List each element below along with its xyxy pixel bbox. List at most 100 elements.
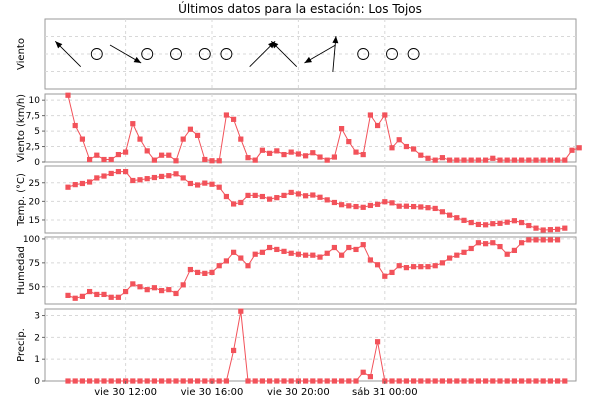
data-point — [526, 157, 532, 163]
data-point — [367, 257, 373, 263]
data-point — [468, 378, 474, 384]
data-point — [339, 126, 345, 132]
data-point — [166, 287, 172, 293]
data-point — [519, 157, 525, 163]
data-point — [144, 148, 150, 154]
data-point — [281, 378, 287, 384]
data-point — [439, 260, 445, 266]
data-point — [187, 180, 193, 187]
data-point — [317, 154, 323, 160]
data-point — [288, 149, 294, 155]
data-point — [425, 155, 431, 161]
y-axis-label: Humedad — [16, 246, 27, 295]
data-point — [151, 378, 157, 384]
data-point — [396, 378, 402, 384]
data-point — [540, 227, 546, 233]
data-point — [79, 293, 85, 299]
data-point — [461, 249, 467, 255]
data-point — [115, 168, 121, 175]
data-point — [317, 378, 323, 384]
data-point — [137, 378, 143, 384]
data-point — [425, 378, 431, 384]
data-point — [403, 143, 409, 150]
data-point — [166, 152, 172, 158]
x-tick-label: sáb 31 00:00 — [352, 386, 418, 398]
data-point — [187, 126, 193, 132]
data-point — [533, 157, 539, 163]
data-point — [216, 158, 222, 164]
data-point — [123, 168, 129, 175]
data-point — [324, 157, 330, 163]
data-point — [540, 237, 546, 243]
data-point — [281, 151, 287, 158]
data-point — [87, 156, 93, 163]
wind-calm-marker — [386, 48, 398, 60]
data-point — [180, 136, 186, 142]
y-tick-label: 3 — [34, 312, 40, 322]
wind-arrow — [332, 36, 339, 72]
wind-calm-marker — [198, 48, 211, 60]
data-point — [360, 151, 366, 158]
data-point — [353, 203, 359, 210]
wind-arrow — [304, 44, 336, 64]
data-point — [151, 285, 157, 291]
data-point — [310, 192, 316, 198]
data-point — [130, 378, 136, 384]
panel-temp: Temp. (°C) 15 20 25 — [16, 165, 577, 234]
data-point — [475, 157, 481, 163]
data-point — [101, 291, 107, 298]
data-point — [238, 308, 244, 314]
data-point — [173, 290, 179, 297]
data-point — [576, 145, 582, 151]
y-tick-label: 2 — [34, 333, 40, 343]
panel-frame — [44, 308, 577, 382]
data-point — [159, 173, 165, 180]
data-point — [79, 378, 85, 384]
data-point — [180, 175, 186, 181]
data-point — [144, 287, 150, 293]
wind-arrow — [109, 44, 142, 64]
data-point — [202, 156, 208, 163]
data-point — [65, 292, 71, 298]
data-point — [231, 201, 237, 207]
data-point — [267, 378, 273, 384]
data-point — [403, 265, 409, 271]
data-point — [108, 170, 114, 177]
data-point — [511, 247, 517, 253]
y-axis-label: Precip. — [16, 328, 27, 362]
data-point — [519, 378, 525, 384]
data-point — [123, 288, 129, 295]
data-point — [367, 374, 373, 380]
data-point — [180, 282, 186, 288]
data-point — [353, 149, 359, 155]
data-point — [202, 180, 208, 186]
data-point — [252, 157, 258, 163]
data-point — [367, 202, 373, 209]
data-point — [94, 175, 100, 181]
data-point — [411, 264, 417, 270]
data-point — [475, 221, 481, 228]
data-point — [159, 288, 165, 294]
y-tick-label: 20 — [29, 197, 41, 207]
data-point — [519, 240, 525, 246]
data-point — [346, 203, 352, 209]
data-point — [346, 378, 352, 384]
data-point — [216, 378, 222, 384]
data-point — [439, 155, 445, 161]
data-point — [382, 199, 388, 205]
data-point — [101, 378, 107, 384]
data-point — [259, 378, 265, 384]
wind-arrow — [54, 40, 82, 68]
data-point — [245, 155, 251, 161]
y-tick-label: 15 — [29, 216, 40, 226]
data-point — [223, 193, 229, 200]
y-tick-label: 1 — [34, 355, 40, 365]
data-point — [231, 249, 237, 255]
y-tick-label: 50 — [29, 283, 41, 293]
data-point — [209, 181, 215, 187]
data-point — [108, 294, 114, 300]
data-point — [166, 378, 172, 384]
wind-arrow-head — [332, 36, 339, 44]
